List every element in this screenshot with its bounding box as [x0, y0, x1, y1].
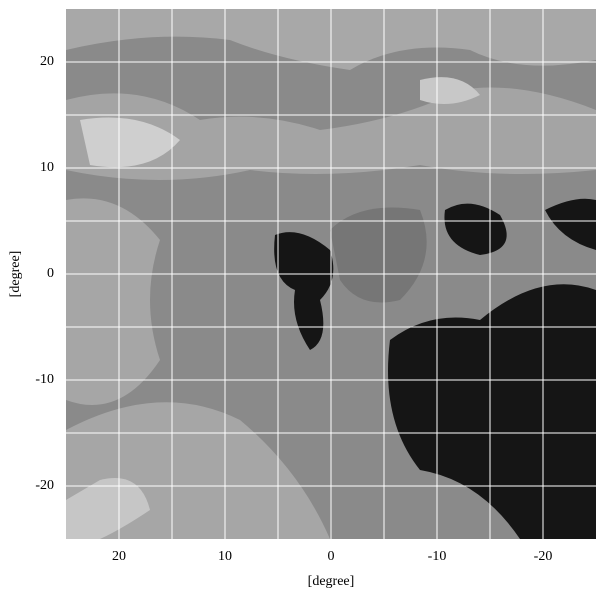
x-tick-label: 20: [112, 549, 126, 564]
x-tick-label: -20: [534, 549, 553, 564]
y-tick-label: -20: [35, 478, 54, 493]
y-axis-label: [degree]: [8, 251, 23, 298]
y-tick-label: 20: [40, 54, 54, 69]
y-tick-label: -10: [35, 372, 54, 387]
x-tick-label: -10: [428, 549, 447, 564]
x-tick-label: 10: [218, 549, 232, 564]
y-tick-label: 0: [47, 266, 54, 281]
x-tick-label: 0: [328, 549, 335, 564]
x-axis-label: [degree]: [308, 574, 355, 589]
y-tick-label: 10: [40, 160, 54, 175]
